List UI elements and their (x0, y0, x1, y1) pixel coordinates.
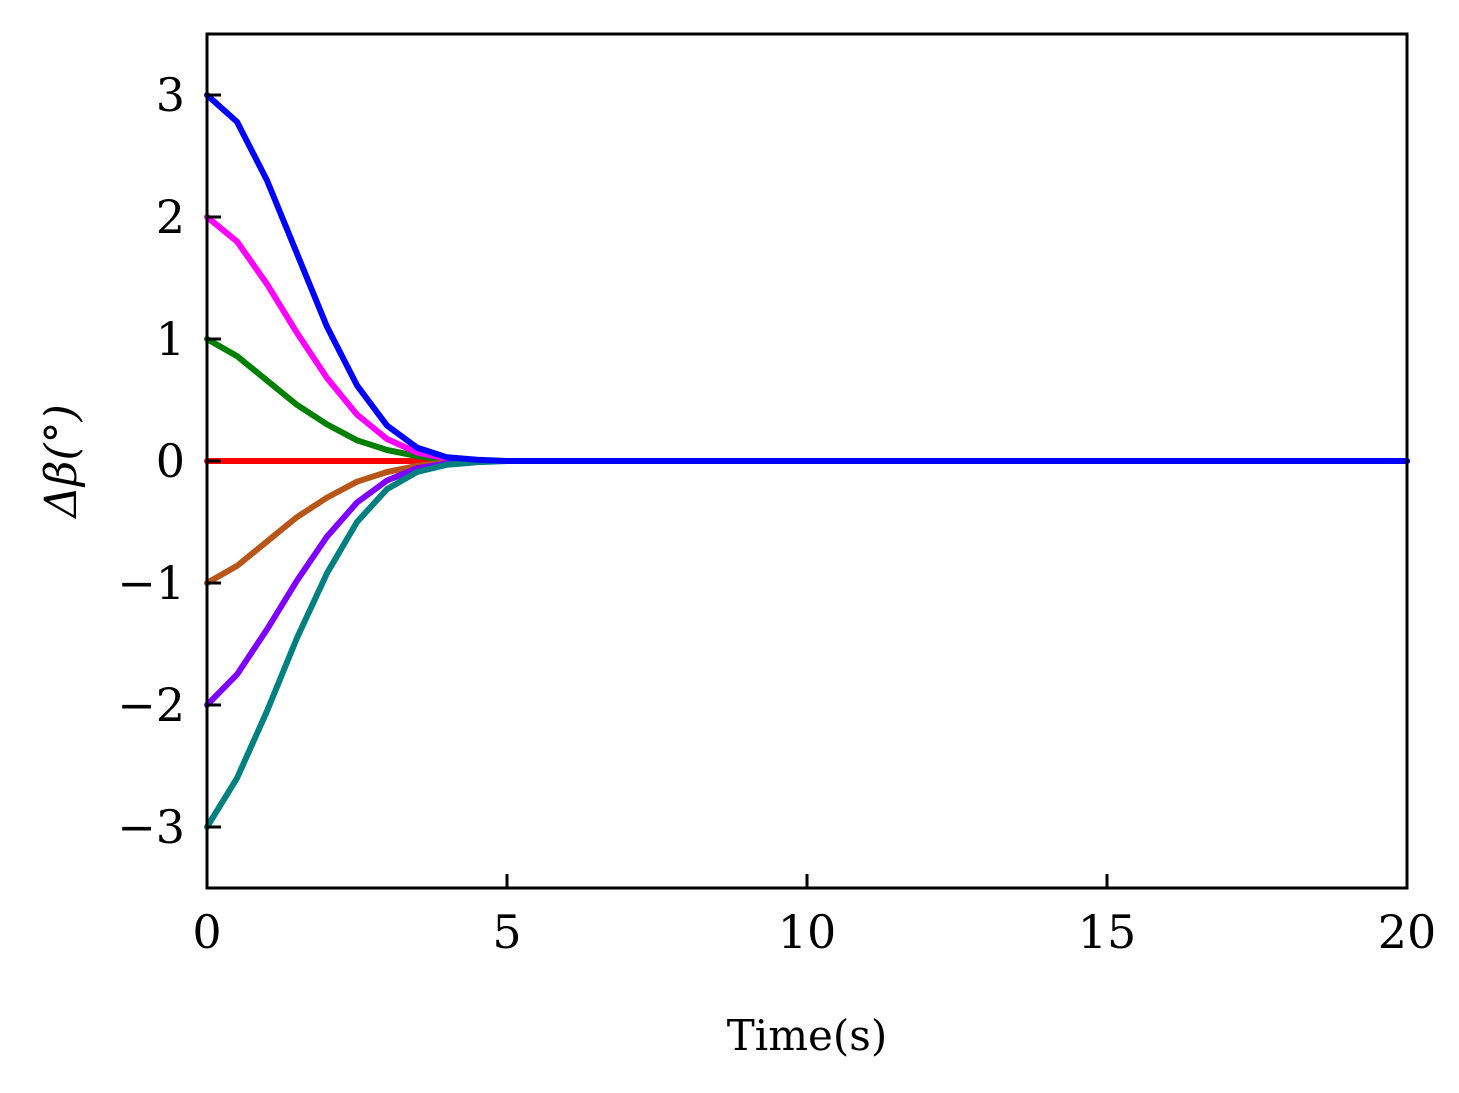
x-tick-label: 0 (192, 905, 221, 959)
y-tick-label: −1 (117, 556, 185, 610)
y-tick-label: 3 (156, 68, 185, 122)
series-line-2 (204, 336, 1410, 464)
y-tick-label: 1 (156, 312, 185, 366)
series-line-7 (204, 92, 1410, 464)
x-axis-label: Time(s) (727, 1011, 887, 1060)
x-tick-label: 20 (1378, 905, 1437, 959)
series-line-5 (204, 458, 1410, 708)
x-tick-label: 15 (1078, 905, 1137, 959)
y-tick-label: 0 (156, 434, 185, 488)
series-layer (204, 92, 1410, 830)
x-tick-label: 10 (778, 905, 837, 959)
y-tick-label: −3 (117, 800, 185, 854)
y-axis-label: Δβ(°) (36, 404, 87, 520)
series-line-6 (204, 458, 1410, 830)
y-tick-label: −2 (117, 678, 185, 732)
x-tick-label: 5 (492, 905, 521, 959)
y-tick-label: 2 (156, 190, 185, 244)
